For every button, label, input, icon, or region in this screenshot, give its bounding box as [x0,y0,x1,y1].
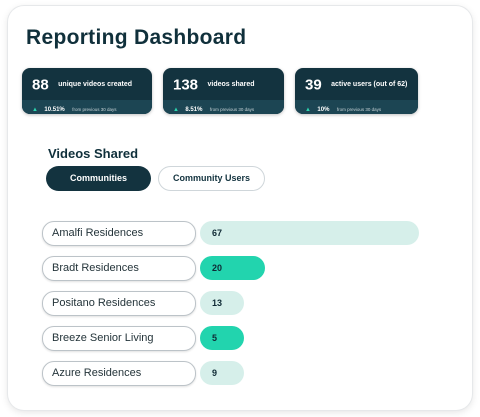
stat-value: 88 [32,76,49,94]
arrow-up-icon: ▲ [173,107,179,113]
stat-change: 10.51% [44,107,65,113]
stat-card-videos-created: 88 unique videos created ▲ 10.51% from p… [22,68,152,114]
bar-value-label: 13 [212,298,223,308]
bar-row: Breeze Senior Living 5 [42,326,432,351]
arrow-up-icon: ▲ [32,107,38,113]
community-name-pill[interactable]: Azure Residences [42,361,196,386]
arrow-up-icon: ▲ [305,107,311,113]
stat-card-videos-shared: 138 videos shared ▲ 8.51% from previous … [163,68,284,114]
stat-change: 10% [317,107,330,113]
bar-breeze-senior-living [200,326,244,350]
page-title: Reporting Dashboard [26,26,247,49]
bar-azure-residences [200,361,244,385]
bar-row: Azure Residences 9 [42,361,432,386]
bar-row: Positano Residences 13 [42,291,432,316]
bar-value-label: 20 [212,263,223,273]
stat-card-active-users: 39 active users (out of 62) ▲ 10% from p… [295,68,418,114]
stat-label: unique videos created [58,81,133,89]
bar-value-label: 5 [212,333,218,343]
bar-row: Amalfi Residences 67 [42,221,432,246]
stat-label: active users (out of 62) [331,81,408,89]
stat-label: videos shared [207,81,255,89]
bar-bradt-residences [200,256,266,280]
community-name-pill[interactable]: Breeze Senior Living [42,326,196,351]
bar-positano-residences [200,291,244,315]
bar-value-label: 67 [212,228,223,238]
community-name-pill[interactable]: Amalfi Residences [42,221,196,246]
community-name-pill[interactable]: Positano Residences [42,291,196,316]
bar-value-label: 9 [212,368,218,378]
stats-row: 88 unique videos created ▲ 10.51% from p… [22,68,440,114]
videos-shared-title: Videos Shared [48,146,139,161]
bar-amalfi-residences [200,221,419,245]
tab-communities[interactable]: Communities [46,166,151,191]
stat-period: from previous 30 days [336,107,382,112]
stat-value: 138 [173,76,199,94]
stat-period: from previous 30 days [72,107,117,112]
stat-change: 8.51% [185,107,203,113]
stat-period: from previous 30 days [209,107,255,112]
tab-community-users[interactable]: Community Users [158,166,265,191]
community-name-pill[interactable]: Bradt Residences [42,256,196,281]
stat-value: 39 [305,76,322,94]
bar-row: Bradt Residences 20 [42,256,432,281]
